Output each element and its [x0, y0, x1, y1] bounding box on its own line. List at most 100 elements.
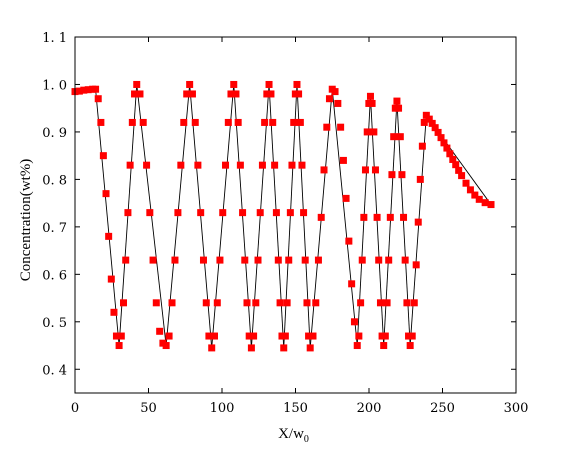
data-point-55 [230, 80, 238, 88]
data-point-157 [437, 134, 445, 142]
x-tick-label-6: 300 [504, 401, 529, 416]
data-point-132 [386, 213, 394, 221]
x-axis-title-main: X/w [278, 426, 304, 442]
data-point-20 [128, 118, 136, 126]
data-point-50 [216, 256, 224, 264]
data-point-29 [156, 327, 164, 335]
data-point-146 [410, 299, 418, 307]
data-point-113 [355, 332, 363, 340]
data-point-36 [177, 161, 185, 169]
data-point-60 [241, 256, 249, 264]
data-point-170 [487, 201, 495, 209]
data-point-142 [403, 299, 411, 307]
data-point-166 [466, 186, 474, 194]
data-point-6 [94, 95, 102, 103]
x-tick-label-3: 150 [283, 401, 308, 416]
data-point-13 [112, 332, 120, 340]
series-line-segment-13 [331, 89, 358, 346]
data-point-74 [271, 161, 279, 169]
data-point-129 [381, 332, 389, 340]
data-point-147 [412, 261, 420, 269]
data-point-69 [261, 118, 269, 126]
data-point-71 [265, 80, 273, 88]
data-point-92 [301, 256, 309, 264]
data-point-31 [162, 342, 170, 350]
data-point-112 [353, 342, 361, 350]
data-point-110 [348, 280, 356, 288]
data-point-97 [312, 299, 320, 307]
y-tick-label-6: 1. 0 [42, 78, 67, 93]
data-point-9 [102, 190, 110, 198]
data-point-37 [180, 118, 188, 126]
data-point-48 [211, 332, 219, 340]
data-point-32 [165, 332, 173, 340]
data-point-22 [133, 80, 141, 88]
data-point-126 [376, 299, 384, 307]
data-point-54 [227, 90, 235, 98]
data-point-105 [334, 99, 342, 107]
data-point-35 [174, 209, 182, 217]
data-point-28 [152, 299, 160, 307]
data-point-25 [143, 161, 151, 169]
data-point-88 [295, 90, 303, 98]
data-point-102 [325, 95, 333, 103]
data-point-47 [208, 344, 216, 352]
data-point-108 [342, 194, 350, 202]
data-point-76 [274, 256, 282, 264]
data-point-164 [458, 172, 466, 180]
data-point-85 [290, 118, 298, 126]
data-point-90 [298, 161, 306, 169]
series-line-segment-18 [409, 115, 427, 346]
data-point-137 [395, 104, 403, 112]
data-point-107 [339, 156, 347, 164]
data-point-61 [243, 299, 251, 307]
data-point-95 [306, 344, 314, 352]
data-point-40 [188, 90, 196, 98]
data-point-148 [414, 218, 422, 226]
x-axis-title: X/w0 [278, 426, 309, 445]
data-point-39 [186, 80, 194, 88]
data-point-52 [222, 161, 230, 169]
axis-ticks [74, 36, 517, 393]
data-point-150 [418, 142, 426, 150]
data-point-73 [269, 118, 277, 126]
data-point-5 [92, 85, 100, 93]
data-point-57 [234, 118, 242, 126]
data-point-43 [197, 209, 205, 217]
data-point-128 [380, 342, 388, 350]
data-point-66 [254, 256, 262, 264]
data-point-63 [247, 344, 255, 352]
data-point-87 [293, 80, 301, 88]
y-tick-label-1: 0. 5 [42, 316, 67, 331]
data-point-16 [120, 299, 128, 307]
y-tick-label-5: 0. 9 [42, 126, 67, 141]
data-point-7 [97, 118, 105, 126]
data-point-38 [183, 90, 191, 98]
data-point-33 [168, 299, 176, 307]
data-point-141 [401, 256, 409, 264]
data-point-159 [443, 144, 451, 152]
plot-frame [74, 36, 517, 394]
data-point-27 [149, 256, 157, 264]
x-tick-labels: 0 50 100 150 200 250 300 [71, 401, 529, 416]
data-point-169 [481, 199, 489, 207]
data-point-160 [446, 150, 454, 158]
data-point-79 [280, 344, 288, 352]
data-point-168 [475, 195, 483, 203]
data-point-41 [191, 118, 199, 126]
data-point-161 [449, 155, 457, 163]
data-point-77 [276, 299, 284, 307]
data-point-151 [420, 118, 428, 126]
data-point-84 [288, 161, 296, 169]
x-axis-title-subscript: 0 [304, 434, 309, 445]
x-tick-label-0: 0 [71, 401, 79, 416]
data-point-130 [383, 299, 391, 307]
data-point-82 [285, 256, 293, 264]
data-point-99 [317, 213, 325, 221]
data-point-136 [393, 97, 401, 105]
x-tick-label-2: 100 [210, 401, 235, 416]
data-point-162 [452, 161, 460, 169]
y-tick-label-3: 0. 7 [42, 221, 67, 236]
data-point-62 [245, 332, 253, 340]
